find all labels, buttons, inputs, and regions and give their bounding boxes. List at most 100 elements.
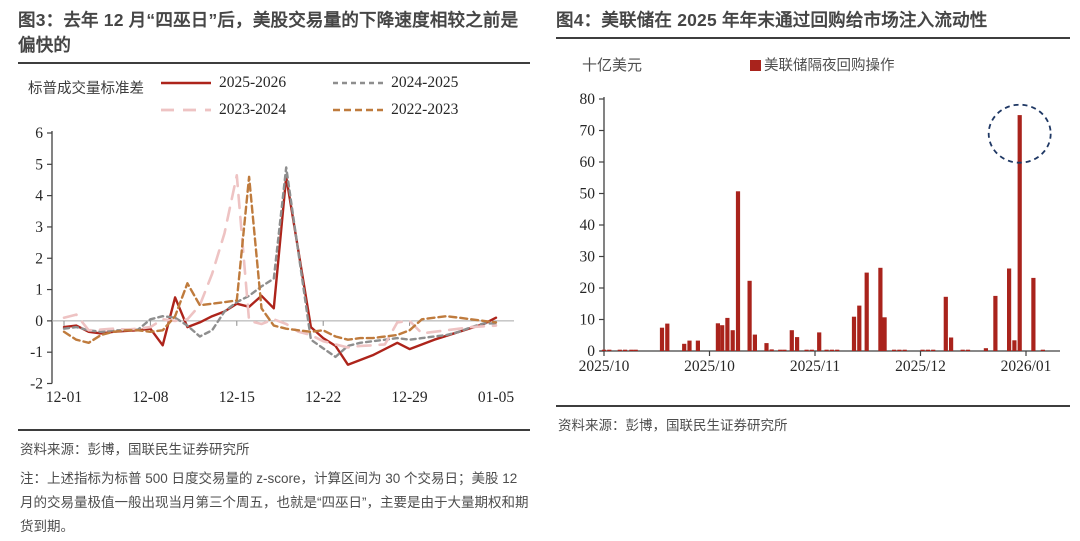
bar: [769, 349, 774, 351]
bar: [878, 267, 883, 351]
bar: [897, 349, 902, 351]
series-line-2022-2023: [62, 175, 498, 344]
bar: [943, 296, 948, 351]
y-tick-label: -1: [30, 344, 43, 361]
bar: [764, 342, 769, 351]
y-tick-label: 20: [580, 280, 596, 297]
bar: [835, 349, 840, 351]
legend-item-2025-2026: 2025-2026: [160, 74, 286, 92]
y-tick-label: 4: [35, 187, 43, 204]
legend-item-2024-2025: 2024-2025: [332, 74, 458, 92]
bar: [817, 332, 822, 351]
bar: [902, 349, 907, 351]
bar: [983, 348, 988, 351]
legend-item-label: 2023-2024: [219, 100, 287, 118]
bar: [607, 349, 612, 351]
figure3-legend-label: 标普成交量标准差: [28, 80, 144, 97]
figure3-divider: [18, 428, 530, 431]
bar: [720, 325, 725, 351]
x-tick-label: 12-15: [219, 389, 255, 406]
bar: [1031, 277, 1036, 351]
figure3-note: 注：上述指标为标普 500 日度交易量的 z-score，计算区间为 30 个交…: [20, 470, 529, 535]
bar: [730, 330, 735, 351]
bars: [601, 114, 1045, 351]
bar: [778, 349, 783, 351]
bar: [782, 349, 787, 351]
bar: [925, 349, 930, 351]
legend-item-label: 2022-2023: [391, 100, 459, 118]
bar: [629, 349, 634, 351]
figure4-source: 资料来源：彭博，国联民生证券研究所: [558, 417, 788, 433]
y-tick-label: 0: [587, 343, 595, 360]
bar: [715, 323, 720, 351]
legend-item-label: 2025-2026: [219, 73, 287, 91]
x-tick-label: 2025/11: [790, 358, 840, 375]
legend-color-swatch: [750, 59, 762, 71]
figure3-panel: 图3：去年 12 月“四巫日”后，美股交易量的下降速度相较之前是偏快的 标普成交…: [18, 8, 530, 540]
y-tick-label: 40: [580, 217, 596, 234]
y-tick-label: 10: [580, 311, 596, 328]
volume-zscore-line-chart: 6 5 4 3 2 1 0 -1 -212-01 12-08 12-15 12-22 12-29 01-0…: [30, 125, 514, 406]
bar: [1007, 268, 1012, 351]
bar: [617, 349, 622, 351]
figure4-legend-label: 美联储隔夜回购操作: [764, 58, 895, 75]
figure3-source: 资料来源：彭博，国联民生证券研究所: [20, 441, 250, 457]
bar: [824, 349, 829, 351]
bar: [949, 337, 954, 351]
y-tick-label: 80: [580, 91, 596, 108]
bar: [882, 317, 887, 351]
bar: [829, 349, 834, 351]
bar: [695, 340, 700, 351]
bar: [931, 349, 936, 351]
figure4-panel: 图4：美联储在 2025 年年末通过回购给市场注入流动性 十亿美元 美联储隔夜回…: [556, 8, 1070, 434]
y-tick-label: 0: [35, 313, 43, 330]
bar: [687, 340, 692, 351]
x-tick-label: 12-01: [46, 389, 82, 406]
bar: [892, 349, 897, 351]
x-tick-label: 2025/10: [684, 358, 735, 375]
x-tick-label: 12-08: [132, 389, 168, 406]
x-tick-label: 2025/10: [579, 358, 630, 375]
figure4-divider: [556, 404, 1070, 407]
y-tick-label: 1: [35, 281, 43, 298]
y-tick-label: 60: [580, 154, 596, 171]
y-tick-label: 6: [35, 125, 43, 142]
bar: [747, 280, 752, 351]
bar: [789, 330, 794, 351]
y-tick-label: 2: [35, 250, 43, 267]
bar: [725, 317, 730, 351]
figure3-legend-entries: 2025-2026 2024-2025 2023-2024 2022-2023: [160, 74, 458, 119]
legend-item-label: 2024-2025: [391, 73, 459, 91]
bar: [965, 349, 971, 351]
legend-item-2022-2023: 2022-2023: [332, 101, 458, 119]
bar: [735, 191, 741, 351]
bar: [809, 349, 814, 351]
bar: [633, 349, 638, 351]
highlight-circle: [987, 103, 1052, 164]
bar: [864, 272, 869, 351]
bar: [665, 323, 670, 351]
x-tick-label: 12-29: [392, 389, 428, 406]
bar: [752, 334, 757, 351]
bar: [601, 349, 607, 351]
bar: [623, 349, 628, 351]
x-tick-label: 01-05: [478, 389, 514, 406]
bar: [659, 327, 665, 351]
legend-line-sample: [161, 108, 211, 112]
y-tick-label: 30: [580, 248, 596, 265]
bar: [1040, 349, 1045, 351]
y-tick-label: 3: [35, 219, 43, 236]
y-tick-label: 50: [580, 185, 596, 202]
figure4-legend: 美联储隔夜回购操作: [750, 54, 895, 75]
legend-line-sample: [161, 81, 211, 84]
legend-line-sample: [333, 108, 384, 111]
figure3-title: 图3：去年 12 月“四巫日”后，美股交易量的下降速度相较之前是偏快的: [18, 8, 530, 64]
figure4-title: 图4：美联储在 2025 年年末通过回购给市场注入流动性: [556, 8, 1070, 39]
figure4-chart-header: 十亿美元 美联储隔夜回购操作: [582, 53, 1070, 77]
series-line-2023-2024: [62, 173, 498, 349]
bar: [920, 349, 925, 351]
bar: [960, 349, 965, 351]
bar: [851, 316, 857, 351]
